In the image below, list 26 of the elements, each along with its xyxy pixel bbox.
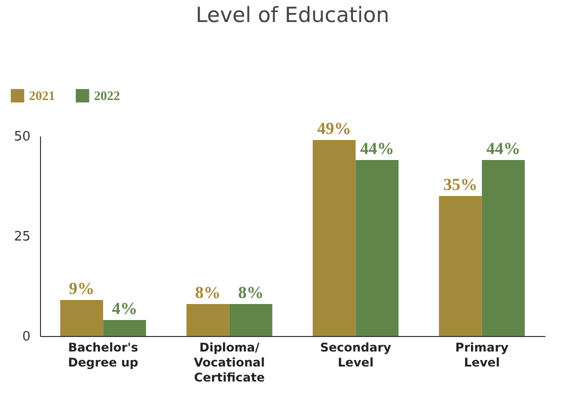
- x-tick-label: Bachelor's Degree up: [68, 340, 139, 370]
- data-label: 35%: [443, 175, 478, 194]
- y-tick-label: 25: [14, 230, 30, 244]
- bar: [229, 304, 272, 336]
- x-tick-label: Secondary Level: [320, 340, 392, 370]
- data-label: 9%: [68, 279, 94, 298]
- y-tick-label: 50: [14, 130, 30, 144]
- legend-label: 2022: [94, 88, 120, 103]
- bar: [103, 320, 146, 336]
- data-label: 44%: [486, 139, 520, 158]
- data-label: 49%: [317, 119, 352, 138]
- bar: [60, 300, 104, 336]
- x-tick-label: Diploma/ Vocational Certificate: [194, 340, 265, 384]
- legend-label: 2021: [29, 88, 55, 103]
- bar: [482, 160, 525, 336]
- chart-title: Level of Education: [196, 3, 390, 27]
- data-label: 4%: [112, 299, 138, 318]
- data-label: 44%: [360, 139, 394, 158]
- bar: [356, 160, 399, 336]
- data-label: 8%: [238, 283, 264, 302]
- data-label: 8%: [195, 283, 221, 302]
- bar: [186, 304, 230, 336]
- x-tick-label: Primary Level: [455, 340, 509, 370]
- bar: [312, 140, 356, 336]
- bar: [438, 196, 482, 336]
- y-tick-label: 0: [22, 330, 30, 344]
